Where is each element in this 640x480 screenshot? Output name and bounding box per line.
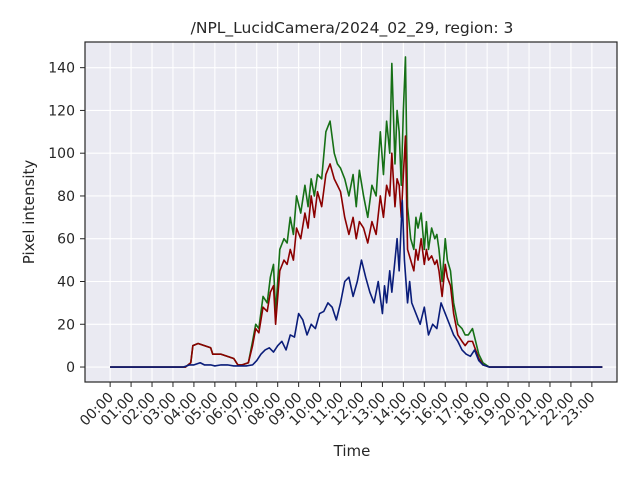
y-tick-label: 120 xyxy=(48,103,75,119)
chart-title: /NPL_LucidCamera/2024_02_29, region: 3 xyxy=(191,19,514,38)
x-axis-label: Time xyxy=(333,442,371,460)
y-tick-label: 20 xyxy=(57,317,75,333)
y-tick-label: 60 xyxy=(57,232,75,248)
plot-area xyxy=(85,42,617,382)
series-line-2 xyxy=(110,135,603,368)
y-axis-ticks: 0 20 40 60 80 100 120 140 xyxy=(48,61,85,376)
y-axis-label: Pixel intensity xyxy=(20,160,38,265)
series-line-3 xyxy=(110,199,603,368)
grid-lines xyxy=(85,42,617,382)
x-axis-ticks: 00:0001:0002:0003:0004:0005:0006:0007:00… xyxy=(77,382,599,429)
y-tick-label: 80 xyxy=(57,189,75,205)
y-tick-label: 0 xyxy=(66,360,75,376)
series-line-1 xyxy=(110,56,603,368)
series-lines xyxy=(110,56,603,368)
plot-frame xyxy=(84,41,618,383)
y-tick-label: 40 xyxy=(57,274,75,290)
y-tick-label: 140 xyxy=(48,61,75,77)
y-tick-label: 100 xyxy=(48,146,75,162)
